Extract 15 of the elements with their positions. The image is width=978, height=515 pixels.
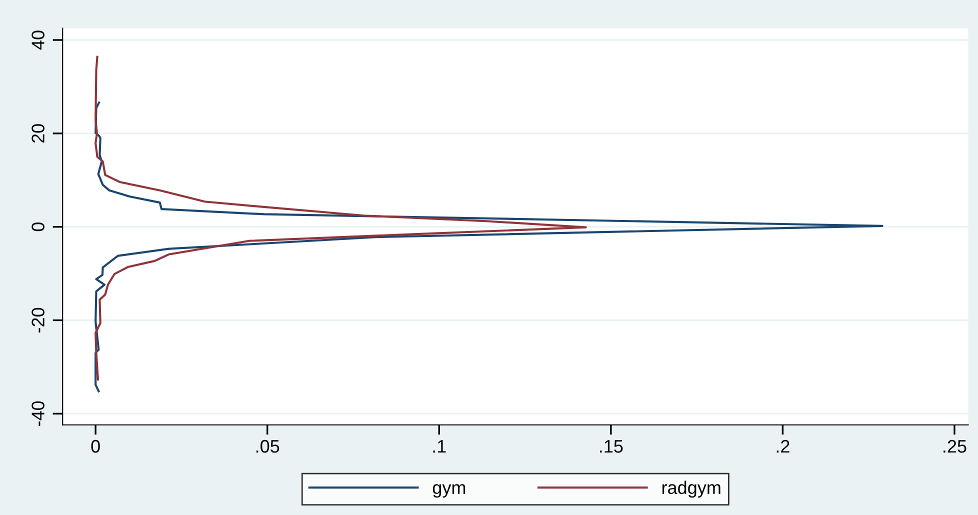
y-tick-label: 20 [32,124,44,143]
x-tick-label: .15 [600,440,623,453]
y-tick-label: 0 [32,222,44,232]
x-tick-label: 0 [91,440,100,453]
x-tick-label: .25 [944,440,966,453]
y-tick-label: -20 [32,308,44,332]
y-tick-label: -40 [32,401,44,426]
x-tick-label: .2 [776,440,790,453]
line-series [94,56,587,381]
text: gym [432,484,466,498]
line-series [94,102,884,392]
y-tick-label: 40 [32,30,44,50]
x-tick-label: .05 [256,440,280,453]
text: radgym [662,480,720,498]
x-tick-label: .1 [433,440,446,453]
